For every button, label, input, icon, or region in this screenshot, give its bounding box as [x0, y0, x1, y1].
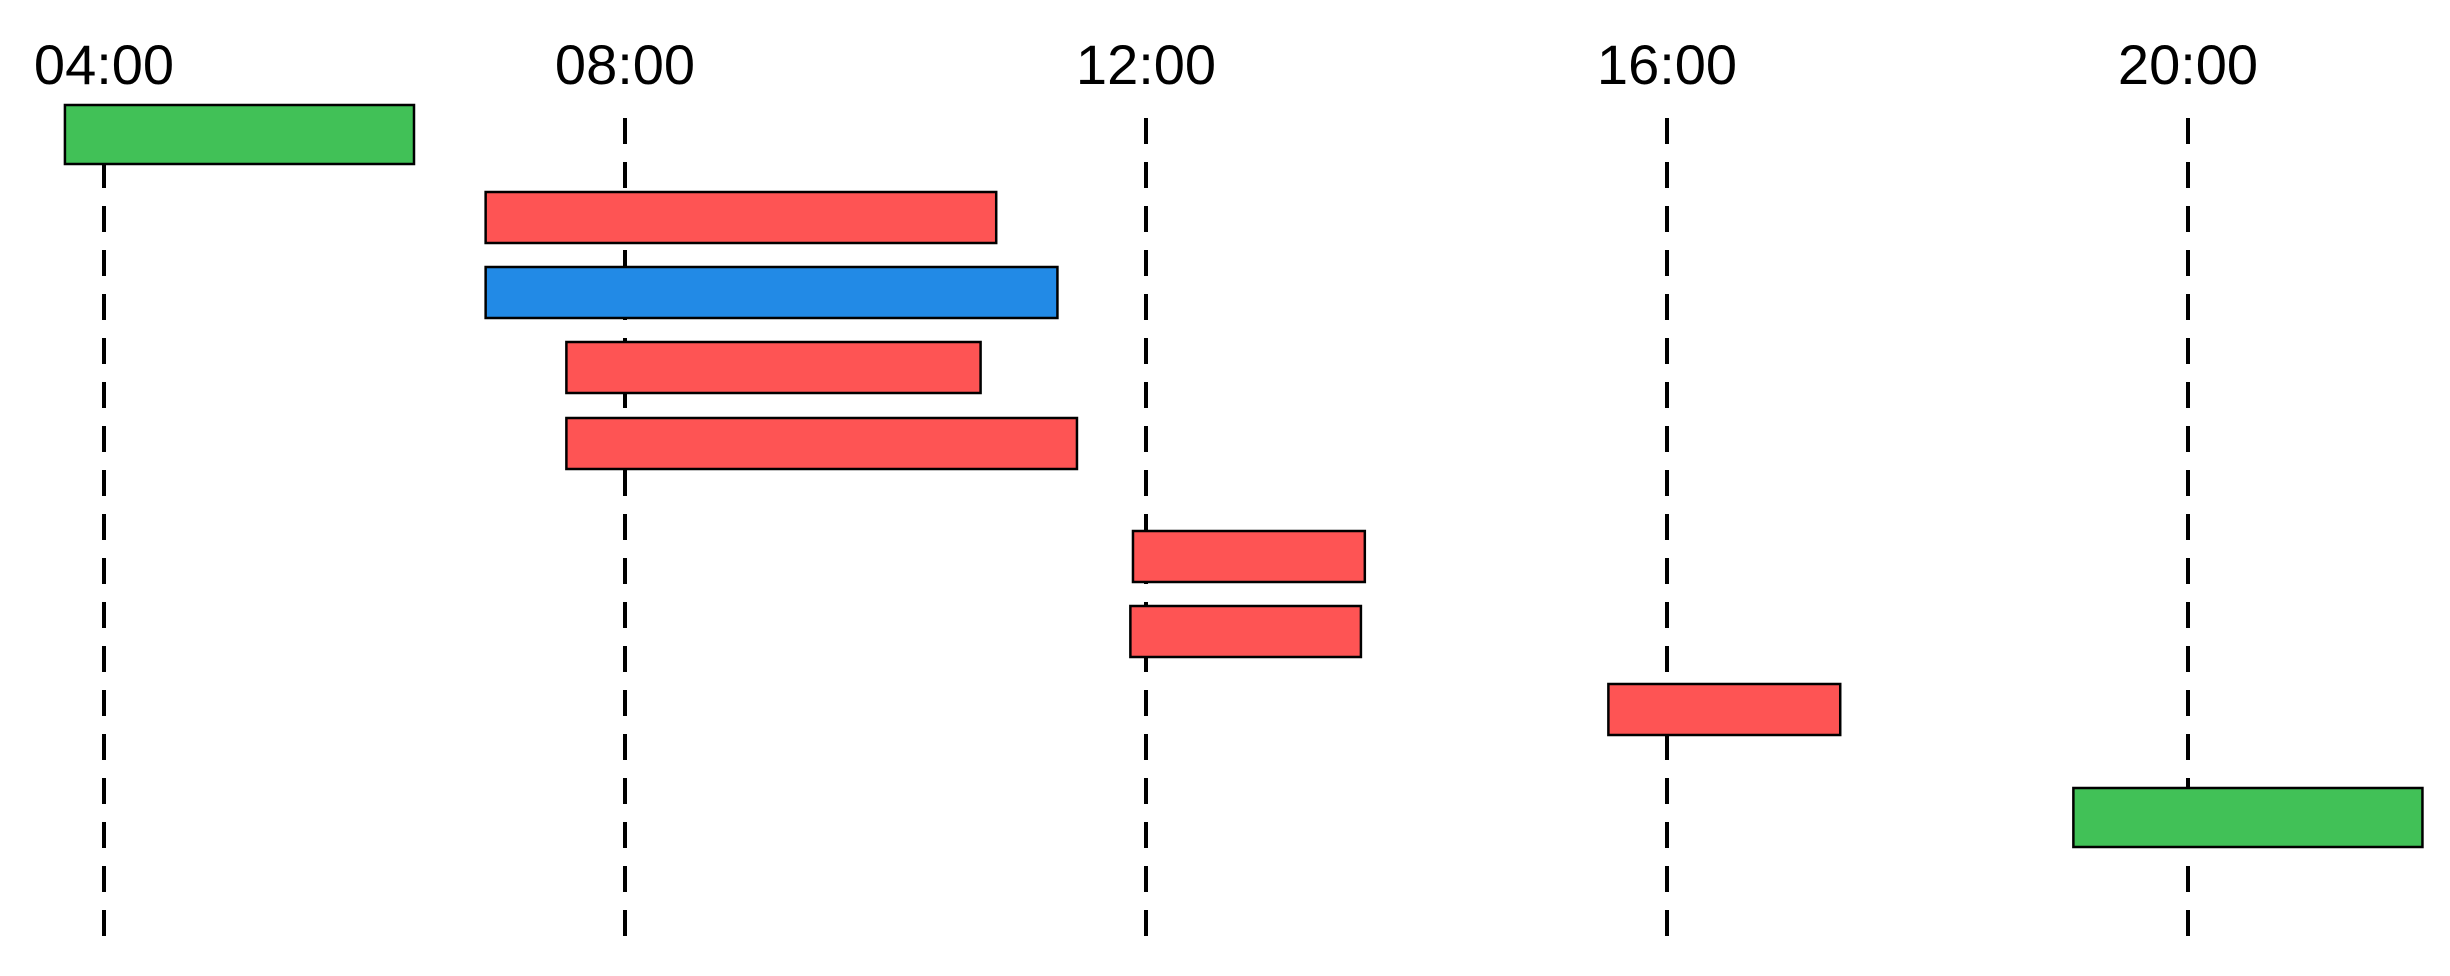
gantt-bar-1	[63, 103, 416, 166]
x-tick-label: 04:00	[34, 33, 174, 96]
gantt-bar-8	[1607, 682, 1842, 737]
x-tick-label: 12:00	[1076, 33, 1216, 96]
gantt-bar-3	[484, 265, 1059, 320]
x-tick-label: 20:00	[2118, 33, 2258, 96]
x-tick-labels: 04:00 08:00 12:00 16:00 20:00	[34, 33, 2258, 96]
gantt-bar-9	[2072, 786, 2424, 849]
gantt-bar-5	[565, 416, 1079, 471]
x-tick-label: 08:00	[555, 33, 695, 96]
x-tick-label: 16:00	[1597, 33, 1737, 96]
gantt-bar-6	[1131, 529, 1367, 584]
gantt-bar-7	[1129, 604, 1363, 659]
bars	[63, 103, 2424, 849]
gantt-bar-4	[565, 340, 982, 395]
gantt-bar-2	[484, 190, 998, 245]
